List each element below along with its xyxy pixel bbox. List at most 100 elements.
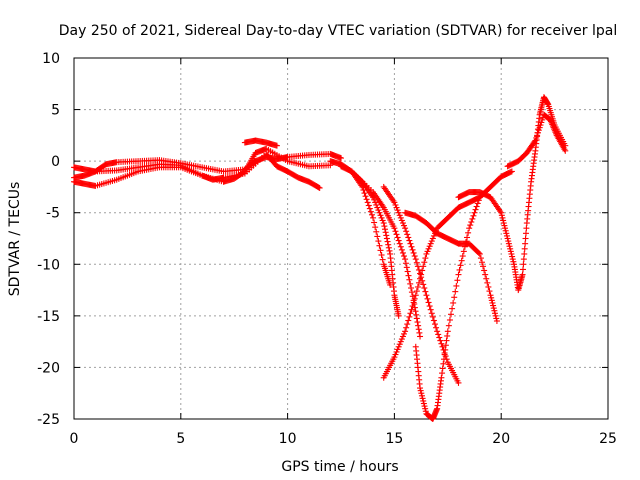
data-point	[401, 222, 408, 229]
data-point	[499, 214, 506, 221]
data-point	[435, 331, 442, 338]
data-point	[402, 225, 409, 232]
data-point	[315, 184, 322, 191]
x-tick-label: 15	[385, 431, 403, 447]
data-point	[407, 240, 414, 247]
data-point	[402, 328, 409, 335]
data-point	[523, 225, 530, 232]
data-point	[375, 238, 382, 245]
data-point	[410, 299, 417, 306]
x-tick-label: 20	[492, 431, 510, 447]
data-point	[395, 343, 402, 350]
data-point	[500, 217, 507, 224]
data-point	[471, 209, 478, 216]
data-point	[431, 321, 438, 328]
data-point	[462, 239, 469, 246]
data-point	[457, 262, 464, 269]
data-point	[477, 255, 484, 262]
data-point	[429, 235, 436, 242]
data-point	[398, 246, 405, 253]
data-point	[461, 243, 468, 250]
data-point	[474, 200, 481, 207]
data-point	[399, 220, 406, 227]
data-point	[392, 228, 399, 235]
data-point	[406, 237, 413, 244]
data-point	[421, 403, 428, 410]
data-point	[423, 250, 430, 257]
data-point	[378, 252, 385, 259]
x-tick-label: 5	[176, 431, 185, 447]
data-point	[397, 243, 404, 250]
data-point	[444, 328, 451, 335]
data-point	[425, 299, 432, 306]
data-point	[508, 250, 515, 257]
data-point	[414, 263, 421, 270]
data-point	[491, 307, 498, 314]
data-point	[392, 351, 399, 358]
data-point	[446, 316, 453, 323]
data-point	[430, 232, 437, 239]
data-point	[405, 317, 412, 324]
data-point	[408, 243, 415, 250]
data-point	[433, 324, 440, 331]
data-point	[385, 244, 392, 251]
series-track-g	[348, 168, 424, 340]
data-point	[418, 392, 425, 399]
data-point	[367, 208, 374, 215]
data-point	[380, 220, 387, 227]
data-point	[427, 240, 434, 247]
data-point	[440, 360, 447, 367]
data-point	[273, 142, 280, 149]
data-point	[484, 279, 491, 286]
data-point	[482, 271, 489, 278]
data-point	[406, 313, 413, 320]
series-track-l	[455, 94, 569, 294]
data-point	[436, 334, 443, 341]
data-point	[438, 374, 445, 381]
data-point	[419, 395, 426, 402]
data-point	[424, 248, 431, 255]
data-point	[520, 256, 527, 263]
data-point	[408, 285, 415, 292]
data-point	[415, 279, 422, 286]
data-marks	[71, 94, 569, 422]
x-tick-label: 10	[279, 431, 297, 447]
data-point	[417, 387, 424, 394]
data-point	[426, 243, 433, 250]
data-point	[374, 233, 381, 240]
data-point	[418, 390, 425, 397]
data-point	[412, 256, 419, 263]
data-point	[415, 322, 422, 329]
data-point	[399, 333, 406, 340]
data-point	[489, 299, 496, 306]
y-tick-label: 10	[42, 51, 60, 67]
data-point	[420, 263, 427, 270]
data-point	[419, 267, 426, 274]
data-point	[377, 247, 384, 254]
data-point	[414, 283, 421, 290]
data-point	[535, 127, 542, 134]
data-point	[493, 315, 500, 322]
data-point	[397, 338, 404, 345]
data-point	[385, 241, 392, 248]
data-point	[521, 245, 528, 252]
data-point	[468, 218, 475, 225]
data-point	[422, 408, 429, 415]
data-point	[397, 214, 404, 221]
data-point	[413, 288, 420, 295]
data-point	[375, 207, 382, 214]
data-point	[467, 222, 474, 229]
data-point	[509, 253, 516, 260]
y-tick-label: 0	[51, 154, 60, 170]
data-point	[521, 250, 528, 257]
data-point	[402, 260, 409, 267]
data-point	[421, 285, 428, 292]
data-point	[453, 282, 460, 289]
data-point	[405, 272, 412, 279]
data-point	[532, 137, 539, 144]
data-point	[475, 249, 482, 256]
plot-frame	[73, 57, 609, 420]
data-point	[406, 276, 413, 283]
data-point	[403, 264, 410, 271]
series-track-i	[380, 194, 483, 381]
